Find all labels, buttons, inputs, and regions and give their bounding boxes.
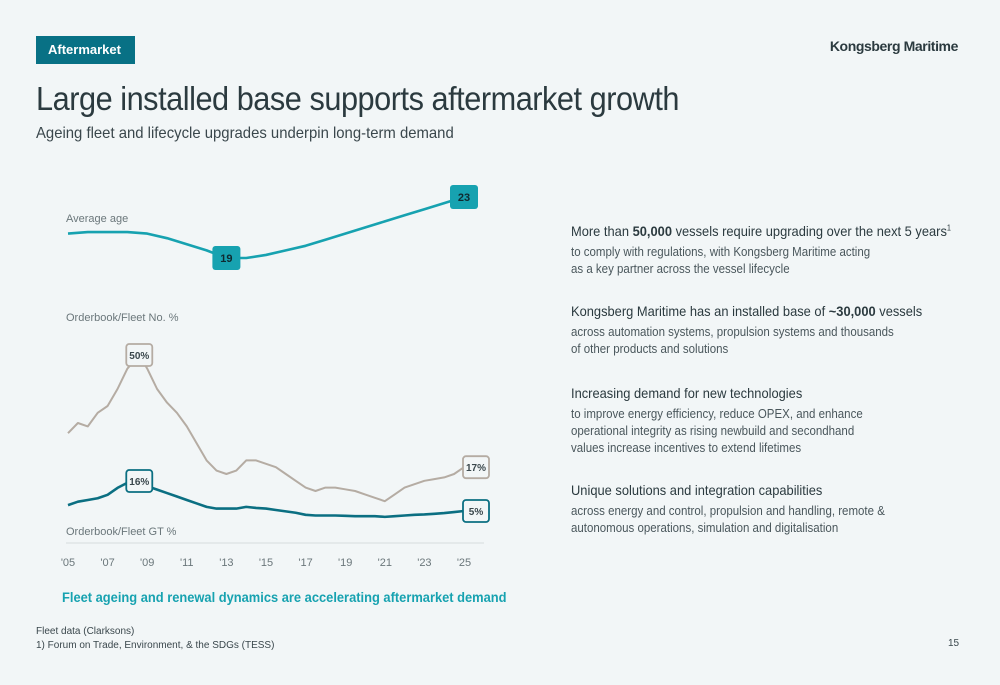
point-body-line: to comply with regulations, with Kongsbe…	[571, 245, 871, 259]
point-body-line: autonomous operations, simulation and di…	[571, 521, 839, 535]
footnote-1: 1) Forum on Trade, Environment, & the SD…	[36, 640, 275, 651]
x-tick-label: '15	[259, 557, 273, 569]
data-label: 23	[458, 192, 470, 204]
data-label-box	[212, 246, 241, 270]
point-heading: More than 50,000 vessels require upgradi…	[571, 223, 952, 239]
x-tick-label: '17	[298, 557, 312, 569]
point-new-technologies: Increasing demand for new technologies t…	[571, 385, 971, 457]
page-number: 15	[948, 638, 960, 649]
series-label-orderbook-no: Orderbook/Fleet No. %	[66, 312, 179, 324]
x-tick-label: '05	[61, 557, 75, 569]
point-heading: Unique solutions and integration capabil…	[571, 482, 823, 498]
data-label-box	[462, 455, 490, 480]
x-tick-label: '13	[219, 557, 233, 569]
point-body-line: values increase incentives to extend lif…	[571, 441, 802, 455]
page-title: Large installed base supports aftermarke…	[36, 80, 679, 117]
point-body-line: as a key partner across the vessel lifec…	[571, 262, 790, 276]
point-body-line: across automation systems, propulsion sy…	[571, 325, 894, 339]
point-body-line: operational integrity as rising newbuild…	[571, 424, 855, 438]
x-tick-label: '21	[378, 557, 392, 569]
point-upgrading-vessels: More than 50,000 vessels require upgradi…	[571, 223, 971, 278]
point-heading: Kongsberg Maritime has an installed base…	[571, 303, 923, 319]
point-body-line: to improve energy efficiency, reduce OPE…	[571, 407, 863, 421]
x-tick-label: '11	[180, 557, 194, 569]
data-label: 19	[220, 253, 232, 265]
series-label-orderbook-gt: Orderbook/Fleet GT %	[66, 526, 177, 538]
x-tick-label: '07	[100, 557, 114, 569]
average-age-line	[67, 195, 465, 260]
section-tag: Aftermarket	[36, 36, 135, 64]
series-label-average-age: Average age	[66, 213, 128, 225]
x-tick-label: '25	[457, 557, 471, 569]
data-label: 16%	[129, 477, 149, 488]
point-body-line: across energy and control, propulsion an…	[571, 504, 885, 518]
x-axis-ticks: '05 '07 '09 '11 '13 '15 '17 '19 '21 '23 '25	[61, 557, 471, 569]
page-subtitle: Ageing fleet and lifecycle upgrades unde…	[36, 125, 454, 142]
point-body-line: of other products and solutions	[571, 342, 729, 356]
data-label-box	[125, 343, 154, 367]
x-tick-label: '23	[417, 557, 431, 569]
data-label-box	[125, 469, 154, 493]
point-heading: Increasing demand for new technologies	[571, 385, 803, 401]
x-tick-label: '09	[140, 557, 154, 569]
data-label: 50%	[129, 351, 149, 362]
data-label-box	[450, 185, 478, 209]
data-label: 5%	[469, 507, 484, 518]
footnote-source: Fleet data (Clarksons)	[36, 626, 135, 637]
data-label: 17%	[466, 463, 486, 474]
brand-logo: Kongsberg Maritime	[829, 38, 959, 54]
x-tick-label: '19	[338, 557, 352, 569]
data-label-box	[462, 499, 490, 523]
point-unique-solutions: Unique solutions and integration capabil…	[571, 482, 971, 537]
chart-caption: Fleet ageing and renewal dynamics are ac…	[62, 589, 507, 605]
orderbook-chart: Orderbook/Fleet No. % Orderbook/Fleet GT …	[66, 312, 490, 538]
average-age-chart: Average age 19 23	[66, 185, 478, 270]
point-installed-base: Kongsberg Maritime has an installed base…	[571, 303, 971, 358]
